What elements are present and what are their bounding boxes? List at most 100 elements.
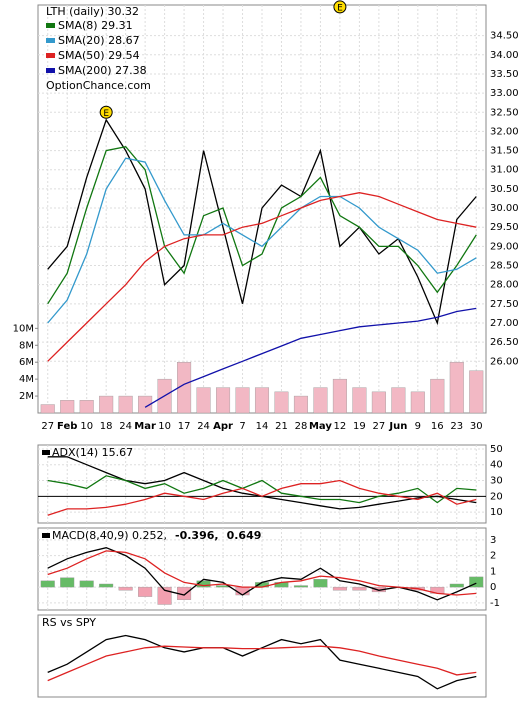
bar — [332, 378, 347, 414]
y2-tick-label: 2M — [19, 391, 34, 402]
chart-subtitle: OptionChance.com — [46, 79, 151, 92]
series-line — [47, 547, 477, 601]
y2-tick-label: 4M — [19, 374, 34, 385]
y-tick-label: 50 — [490, 444, 503, 455]
x-tick-label: May — [309, 421, 332, 432]
bar — [293, 585, 308, 588]
x-tick-label: Jun — [388, 421, 407, 432]
chart-title: LTH (daily) 30.32 — [46, 5, 139, 18]
earnings-label: E — [337, 3, 343, 13]
x-tick-label: 27 — [41, 421, 54, 432]
bar — [79, 400, 94, 414]
bar — [313, 387, 328, 414]
x-tick-label: 7 — [239, 421, 245, 432]
legend-swatch — [46, 23, 55, 28]
series-line — [47, 157, 477, 324]
y-tick-label: 20 — [490, 491, 503, 502]
y-tick-label: 33.00 — [490, 88, 519, 99]
earnings-marker — [99, 105, 113, 119]
x-tick-label: 21 — [275, 421, 288, 432]
x-tick-label: 28 — [295, 421, 308, 432]
bar — [293, 395, 308, 414]
bar — [313, 579, 328, 588]
y-tick-label: 10 — [490, 507, 503, 518]
y-tick-label: 40 — [490, 460, 503, 471]
y-tick-label: 34.00 — [490, 50, 519, 61]
y-tick-label: 2 — [490, 551, 496, 562]
bar — [410, 391, 425, 414]
x-tick-label: Mar — [134, 421, 156, 432]
x-tick-label: 14 — [256, 421, 269, 432]
bar — [99, 583, 114, 588]
series-line — [47, 475, 477, 504]
bar — [40, 580, 55, 588]
bar — [254, 387, 270, 414]
y-tick-label: 30.50 — [490, 184, 519, 195]
earnings-label: E — [103, 109, 109, 119]
x-tick-label: 18 — [100, 421, 113, 432]
series-line — [47, 634, 477, 690]
y-tick-label: 29.00 — [490, 241, 519, 252]
y-tick-label: 27.50 — [490, 299, 519, 310]
y-tick-label: 29.50 — [490, 222, 519, 233]
bar — [235, 387, 250, 414]
y-tick-label: 32.50 — [490, 107, 519, 118]
earnings-marker — [333, 0, 347, 14]
y-tick-label: 33.50 — [490, 69, 519, 80]
bar — [449, 583, 464, 588]
legend-label: 0.649 — [227, 529, 262, 542]
y-tick-label: -1 — [490, 598, 500, 609]
x-tick-label: Apr — [213, 421, 233, 432]
legend-label: SMA(20) 28.67 — [58, 34, 140, 47]
y2-tick-label: 8M — [19, 340, 34, 351]
legend-swatch — [46, 38, 55, 43]
legend-label: SMA(8) 29.31 — [58, 19, 133, 32]
y-tick-label: 28.00 — [490, 280, 519, 291]
legend-swatch — [42, 533, 50, 538]
bar — [79, 580, 94, 588]
x-tick-label: 19 — [353, 421, 366, 432]
y-tick-label: 31.00 — [490, 165, 519, 176]
series-line — [47, 145, 477, 305]
x-tick-label: 16 — [431, 421, 444, 432]
bar — [60, 400, 75, 414]
x-tick-label: 9 — [415, 421, 421, 432]
legend-swatch — [42, 450, 50, 455]
bar — [138, 586, 153, 597]
bar — [352, 586, 367, 591]
y-tick-label: 3 — [490, 535, 496, 546]
x-tick-label: Feb — [57, 421, 77, 432]
panel-frame — [37, 614, 487, 698]
bar — [118, 586, 133, 591]
x-tick-label: 30 — [470, 421, 483, 432]
x-tick-label: 27 — [373, 421, 386, 432]
y-tick-label: 30 — [490, 476, 503, 487]
y-tick-label: 32.00 — [490, 126, 519, 137]
legend-swatch — [46, 53, 55, 58]
y-tick-label: 1 — [490, 566, 496, 577]
y-tick-label: 27.00 — [490, 318, 519, 329]
legend-swatch — [46, 68, 55, 73]
y-tick-label: 0 — [490, 582, 496, 593]
bar — [352, 387, 367, 414]
bar — [449, 362, 464, 414]
legend-label: SMA(50) 29.54 — [58, 49, 140, 62]
bar — [118, 395, 133, 414]
bar — [469, 370, 484, 414]
bar — [332, 586, 347, 591]
y-tick-label: 26.00 — [490, 356, 519, 367]
x-tick-label: 24 — [197, 421, 210, 432]
x-tick-label: 23 — [450, 421, 463, 432]
bar — [371, 391, 386, 414]
y-tick-label: 34.50 — [490, 31, 519, 42]
x-tick-label: 17 — [178, 421, 191, 432]
bar — [430, 378, 445, 414]
bar — [235, 586, 250, 596]
panel-title: RS vs SPY — [42, 616, 96, 629]
bar — [99, 395, 114, 414]
legend-label: -0.396, — [175, 529, 219, 542]
series-line — [144, 307, 477, 408]
y-tick-label: 28.50 — [490, 261, 519, 272]
bar — [196, 387, 211, 414]
